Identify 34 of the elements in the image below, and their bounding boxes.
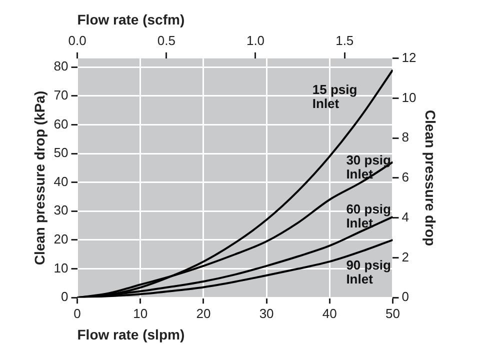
y2-tick-label: 4 <box>402 209 409 224</box>
y2-tick-label: 8 <box>402 130 409 145</box>
x-tick-label: 40 <box>322 306 337 321</box>
y-tick-label: 20 <box>54 232 68 247</box>
x-tick-label: 0 <box>74 306 81 321</box>
x2-tick-label: 0.0 <box>68 33 86 48</box>
y-tick-label: 70 <box>54 87 68 102</box>
x2-axis-title: Flow rate (scfm) <box>77 11 185 28</box>
y-tick-label: 30 <box>54 202 68 218</box>
series-label: 60 psig Inlet <box>346 201 392 230</box>
y-tick-label: 10 <box>54 260 68 276</box>
series-label: 90 psig Inlet <box>346 258 392 287</box>
y2-tick-label: 6 <box>402 170 409 185</box>
x-tick-label: 30 <box>259 306 274 321</box>
y2-axis-title: Clean pressure drop <box>422 110 439 246</box>
series-label: 30 psig Inlet <box>346 152 392 182</box>
y-tick-label: 0 <box>61 289 68 304</box>
series-label: 15 psig Inlet <box>312 82 358 112</box>
x2-tick-label: 1.0 <box>246 33 265 48</box>
y-tick-label: 50 <box>54 145 68 160</box>
y2-tick-label: 0 <box>402 289 409 304</box>
y-tick-label: 60 <box>54 116 68 132</box>
x2-tick-label: 0.5 <box>157 33 176 48</box>
x-axis-title: Flow rate (slpm) <box>77 326 185 342</box>
x-tick-label: 10 <box>133 306 148 321</box>
y-axis-title: Clean pressure drop (kPa) <box>31 90 48 266</box>
x-tick-label: 50 <box>386 306 400 321</box>
x2-tick-label: 1.5 <box>336 33 354 48</box>
y2-tick-label: 12 <box>402 50 416 65</box>
y-tick-label: 40 <box>54 174 68 189</box>
y-tick-label: 80 <box>54 58 68 74</box>
y2-tick-label: 10 <box>402 90 416 105</box>
y2-tick-label: 2 <box>402 249 409 264</box>
x-tick-label: 20 <box>196 306 211 321</box>
